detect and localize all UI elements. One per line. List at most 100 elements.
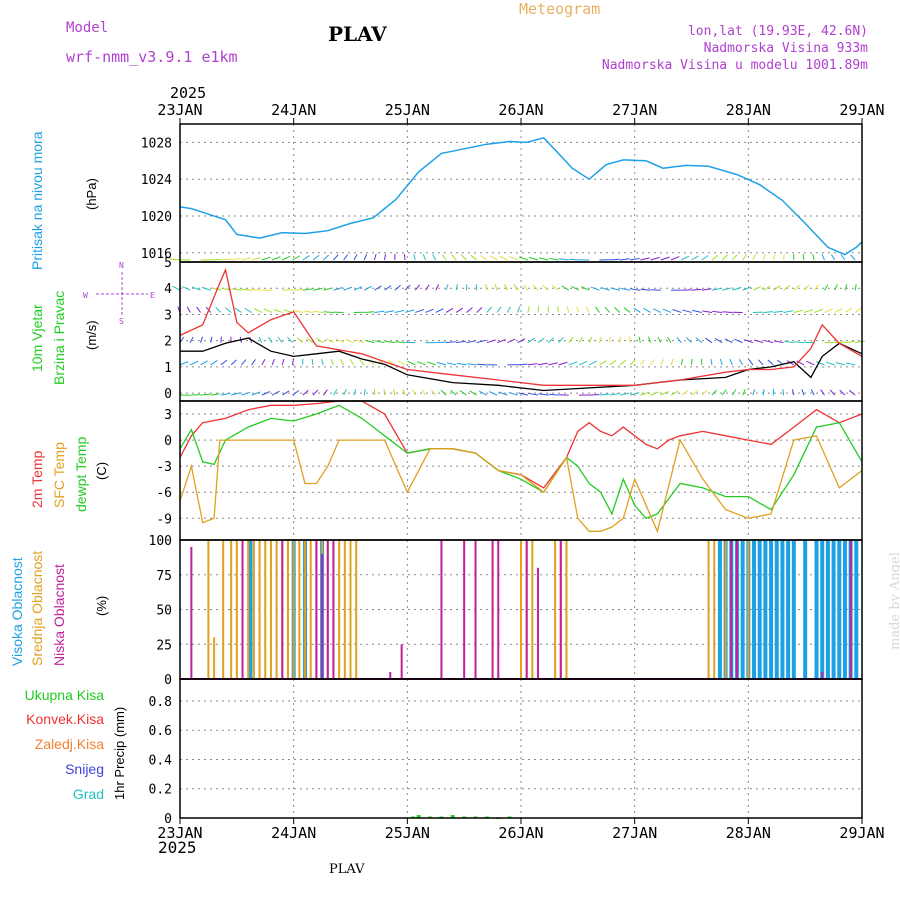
wind-arrow — [744, 339, 754, 344]
wind-arrow — [261, 358, 266, 366]
mid-cloud-bar — [252, 540, 255, 679]
wind-arrow — [820, 389, 825, 396]
mid-cloud-bar — [565, 540, 568, 679]
panel-frame — [179, 123, 863, 263]
mid-cloud-bar — [707, 540, 710, 679]
dewpt-axis-title: dewpt Temp — [73, 437, 89, 512]
wind-arrow — [609, 393, 620, 396]
wind-arrow — [479, 390, 488, 396]
wind-arrow — [752, 389, 756, 396]
wind-arrow — [470, 254, 477, 261]
wind-arrow — [801, 389, 805, 396]
wind-arrow — [303, 310, 314, 313]
compass-s-label: S — [119, 317, 124, 326]
wind-arrow — [485, 284, 488, 291]
wind-arrow — [425, 284, 430, 291]
wind-arrow — [277, 336, 283, 343]
wind-arrow — [323, 311, 334, 313]
wind-arrow — [333, 389, 338, 396]
wind-arrow — [682, 309, 692, 313]
wind-arrow — [430, 389, 437, 396]
precip-bar — [450, 815, 455, 818]
wind-arrow — [528, 256, 539, 261]
wind-arrow — [580, 286, 590, 291]
mid-cloud-bar — [531, 540, 534, 679]
wind-arrow — [614, 307, 621, 313]
wind-arrow — [374, 310, 385, 313]
wind-arrow — [557, 306, 560, 313]
wind-arrow — [251, 257, 261, 261]
wind-arrow — [566, 306, 570, 313]
wind-arrow — [578, 336, 583, 343]
wind-arrow — [445, 307, 454, 313]
wind-arrow — [662, 308, 672, 313]
wind-arrow — [844, 307, 853, 313]
mid-cloud-bar — [264, 540, 267, 679]
wind-arrow — [701, 288, 712, 291]
axis-layer: 23JAN 23JAN 24JAN 24JAN 25JAN 25JAN 26JAN 26JAN… — [141, 101, 885, 842]
wind-arrow — [695, 337, 703, 344]
wind-arrow — [343, 254, 349, 261]
wind-arrow — [425, 308, 434, 313]
wind-arrow — [456, 340, 466, 344]
wind-arrow — [415, 308, 425, 313]
wind-arrow — [445, 284, 449, 291]
wind-arrow — [647, 336, 652, 343]
wind-arrow — [445, 341, 456, 344]
low-cloud-bar — [326, 540, 329, 679]
mid-cloud-bar — [520, 540, 522, 679]
wind-arrow — [721, 254, 728, 261]
wind-arrow — [576, 306, 580, 313]
wind-arrow — [292, 358, 294, 365]
wind-arrow — [670, 358, 674, 366]
low-cloud-bar — [849, 540, 852, 679]
wind-arrow — [793, 309, 804, 313]
wind-arrow — [486, 306, 492, 313]
panel-frame — [179, 678, 863, 819]
wind-arrow — [681, 289, 692, 291]
wind-arrow — [537, 362, 548, 366]
wind-arrow — [494, 284, 498, 291]
wind-unit: (m/s) — [84, 320, 99, 350]
high-cloud-bar — [820, 540, 825, 679]
high-cloud-axis-title: Visoka Oblacnost — [9, 557, 25, 666]
wind-arrow — [548, 257, 559, 261]
wind-arrow — [321, 358, 324, 366]
wind-arrow — [373, 253, 377, 261]
wind-arrow — [839, 389, 846, 396]
mid-cloud-bar — [309, 540, 312, 679]
wind-arrow — [403, 253, 406, 261]
wind-arrow — [312, 389, 319, 396]
wind-arrow — [701, 255, 709, 261]
pressure-axis-title: Pritisak na nivou mora — [29, 131, 45, 270]
wind-arrow — [532, 284, 539, 291]
wind-arrow — [742, 389, 746, 396]
wind-arrow — [215, 306, 222, 313]
wind-arrow — [224, 307, 232, 313]
wind-arrow — [652, 308, 662, 313]
wind-arrow — [182, 286, 191, 291]
wind-arrow — [506, 306, 511, 313]
low-cloud-bar — [821, 672, 824, 679]
high-cloud-bar — [831, 540, 836, 679]
wind-arrow — [302, 288, 313, 291]
wind-arrow — [435, 284, 440, 291]
low-cloud-bar — [332, 540, 335, 679]
date-tick-top: 23JAN — [157, 101, 202, 119]
wind-arrow — [455, 307, 464, 313]
wind-arrow — [292, 390, 300, 396]
wind-arrow — [588, 336, 593, 343]
low-cloud-axis-title: Niska Oblacnost — [51, 564, 67, 666]
wind-arrow — [394, 284, 401, 291]
date-tick-top: 25JAN — [385, 101, 430, 119]
high-cloud-bar — [854, 540, 859, 679]
wind-arrow — [537, 306, 540, 313]
wind-arrow — [630, 288, 641, 291]
mid-cloud-bar — [222, 540, 225, 679]
wind-arrow — [273, 308, 283, 313]
wind-arrow — [738, 359, 744, 366]
wind-arrow — [680, 390, 689, 396]
wind-arrow — [680, 358, 684, 366]
wind-arrow — [191, 286, 201, 291]
wind-arrow — [210, 336, 213, 343]
